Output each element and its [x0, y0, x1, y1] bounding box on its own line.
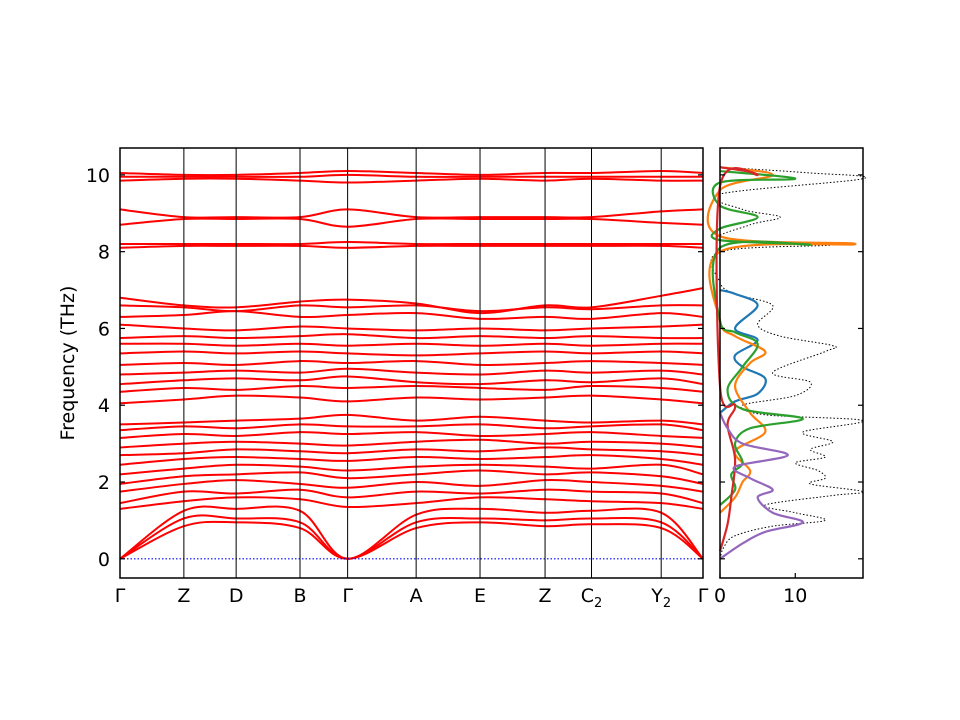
band-lines — [119, 170, 704, 560]
x-tick-label-2: D — [229, 585, 244, 607]
band-line-0 — [119, 505, 704, 560]
band-line-18 — [119, 360, 704, 366]
band-line-10 — [119, 438, 704, 449]
band-line-30 — [119, 177, 704, 184]
band-line-22 — [119, 323, 704, 332]
band-line-1 — [119, 520, 704, 560]
x-tick-label-6: E — [474, 585, 486, 607]
band-y-ticks: 0 2 4 6 8 10 — [86, 165, 703, 571]
x-tick-label-0: Γ — [115, 585, 126, 607]
band-line-12 — [119, 423, 704, 432]
band-line-8 — [119, 454, 704, 466]
dos-panel: 0 10 — [706, 147, 867, 607]
x-tick-label-4: Γ — [342, 585, 353, 607]
band-line-21 — [119, 333, 704, 340]
dos-line-4 — [715, 166, 759, 552]
y-tick-label-2: 4 — [98, 395, 110, 417]
band-line-29 — [119, 208, 704, 219]
x-tick-label-1: Z — [177, 585, 190, 607]
band-line-20 — [119, 342, 704, 347]
y-tick-label-1: 2 — [98, 472, 110, 494]
band-line-17 — [119, 367, 704, 376]
band-line-32 — [119, 170, 704, 177]
dos-x-tick-label-0: 0 — [714, 585, 726, 607]
dos-y-ticks — [720, 174, 863, 560]
dos-line-0 — [710, 166, 867, 559]
band-line-9 — [119, 446, 704, 457]
band-structure-panel: 0 2 4 6 8 10 Γ Z D B Γ A E Z C2 Y2 Γ Frequency (THz) — [57, 147, 709, 611]
band-line-19 — [119, 350, 704, 357]
band-plot-frame — [119, 147, 704, 579]
band-line-28 — [119, 217, 704, 228]
band-line-14 — [119, 394, 704, 405]
dos-x-ticks: 0 10 — [714, 573, 807, 607]
x-tick-label-3: B — [293, 585, 306, 607]
y-tick-label-3: 6 — [98, 318, 110, 340]
dos-x-tick-label-1: 10 — [783, 585, 807, 607]
band-line-13 — [119, 413, 704, 426]
band-line-11 — [119, 431, 704, 439]
dos-plot-frame — [719, 147, 864, 579]
band-x-ticks: Γ Z D B Γ A E Z C2 Y2 Γ — [115, 585, 709, 611]
dos-line-3 — [710, 169, 812, 506]
high-symmetry-lines — [183, 148, 662, 578]
band-line-16 — [119, 375, 704, 386]
y-tick-label-5: 10 — [86, 165, 110, 187]
band-line-15 — [119, 384, 704, 393]
dos-line-5 — [718, 412, 804, 560]
dos-lines — [706, 166, 867, 560]
dos-line-1 — [719, 288, 767, 414]
y-tick-label-0: 0 — [98, 549, 110, 571]
x-tick-label-7: Z — [539, 585, 552, 607]
x-tick-label-10: Γ — [698, 585, 709, 607]
band-line-5 — [119, 478, 704, 493]
x-tick-label-5: A — [410, 585, 423, 607]
band-line-27 — [120, 241, 703, 246]
x-tick-label-9: Y2 — [650, 585, 671, 611]
y-tick-label-4: 8 — [98, 242, 110, 264]
dos-line-2 — [706, 166, 857, 514]
y-axis-label: Frequency (THz) — [57, 286, 79, 441]
x-tick-label-8: C2 — [581, 585, 603, 611]
band-line-23 — [119, 310, 704, 320]
band-line-26 — [119, 244, 704, 249]
